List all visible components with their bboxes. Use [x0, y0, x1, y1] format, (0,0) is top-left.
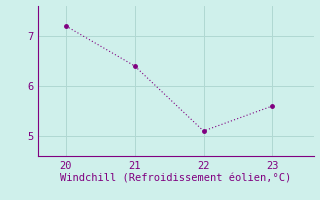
X-axis label: Windchill (Refroidissement éolien,°C): Windchill (Refroidissement éolien,°C) [60, 174, 292, 184]
